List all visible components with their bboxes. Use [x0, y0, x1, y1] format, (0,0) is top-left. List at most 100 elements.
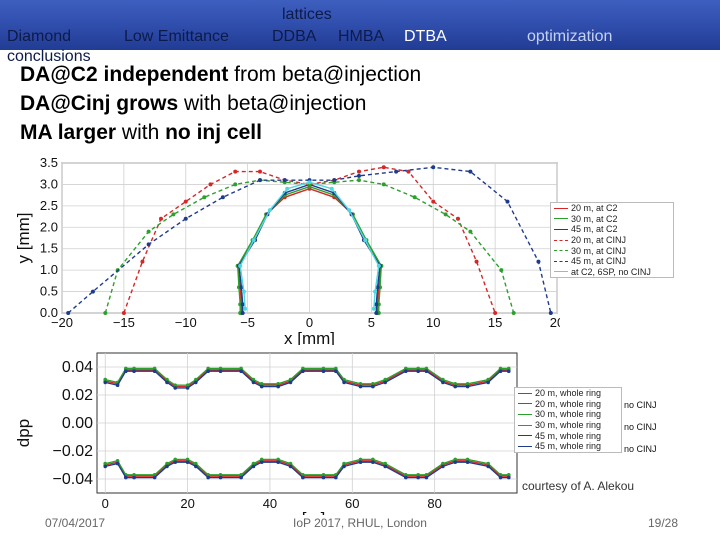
da-series-4-point-0 [103, 311, 108, 315]
da-ytick-6: 3.0 [40, 176, 58, 191]
da-legend-swatch-3 [554, 239, 568, 241]
da-legend-label-1: 30 m, at C2 [571, 213, 618, 224]
dpp-series-5-point-25 [424, 475, 429, 480]
da-series-line-5 [67, 166, 552, 314]
da-series-2-point-14 [374, 311, 379, 315]
da-chart-legend: 20 m, at C2 30 m, at C2 45 m, at C2 20 m, a… [550, 202, 674, 279]
da-series-5-point-12 [468, 169, 473, 174]
da-legend-item-0: 20 m, at C2 [551, 203, 673, 214]
footer-credit: courtesy of A. Alekou [522, 479, 635, 493]
dpp-series-5-point-1 [115, 461, 120, 466]
nav-item-ddba[interactable]: DDBA [272, 28, 317, 45]
da-legend-item-2: 45 m, at C2 [551, 224, 673, 235]
dpp-series-5-point-5 [165, 464, 169, 469]
dpp-series-4-point-8 [194, 380, 198, 385]
footer-venue: IoP 2017, RHUL, London [293, 516, 427, 530]
dpp-series-3-point-7 [185, 457, 190, 462]
da-series-4-point-12 [412, 195, 417, 200]
legend2-note-1: no CINJ [624, 400, 657, 410]
dpp-series-5-point-21 [371, 460, 375, 464]
dpp-xtick-4: 80 [427, 496, 441, 511]
dpp-series-3-point-24 [416, 473, 420, 477]
da-series-6-point-9 [363, 238, 368, 243]
da-series-3-point-4 [208, 182, 213, 187]
dpp-series-4-point-3 [132, 369, 136, 373]
dpp-legend-label-3: 30 m, whole ring [535, 420, 602, 431]
legend2-note-3: no CINJ [624, 444, 657, 454]
da-legend-swatch-0 [554, 207, 568, 209]
dpp-series-5-point-7 [185, 460, 190, 464]
dpp-series-3-point-3 [132, 473, 136, 477]
dpp-series-5-point-19 [342, 464, 346, 469]
da-xtick-1: −15 [113, 315, 135, 330]
dpp-ytick-0: 0.04 [62, 359, 93, 376]
dpp-series-5-point-24 [416, 475, 420, 480]
dpp-series-3-point-22 [383, 461, 388, 466]
dpp-legend-swatch-1 [518, 403, 532, 405]
dpp-ytick-2: 0.00 [62, 415, 93, 432]
dpp-series-3-point-23 [404, 473, 408, 477]
dpp-series-2-point-25 [424, 366, 429, 371]
dpp-series-3-point-5 [165, 461, 169, 466]
da-xtick-5: 5 [368, 315, 375, 330]
dpp-series-5-point-29 [486, 464, 490, 469]
nav-item-dtba[interactable]: DTBA [404, 28, 447, 45]
dpp-legend-swatch-5 [518, 445, 532, 447]
nav-item-low-emittance[interactable]: Low Emittance [124, 28, 229, 45]
da-legend-item-1: 30 m, at C2 [551, 214, 673, 225]
da-ytick-4: 2.0 [40, 219, 58, 234]
bullet-list: DA@C2 independent from beta@injection DA… [20, 60, 421, 147]
da-xtick-2: −10 [175, 315, 197, 330]
dpp-series-5-point-30 [498, 475, 503, 480]
da-legend-swatch-2 [554, 228, 568, 230]
dpp-series-2-point-29 [486, 377, 490, 382]
dpp-series-2-point-14 [276, 382, 280, 386]
da-series-6-point-7 [329, 186, 334, 191]
nav-item-optimization[interactable]: optimization [527, 28, 613, 45]
da-series-4-point-11 [381, 182, 386, 187]
dpp-series-3-point-10 [218, 473, 223, 477]
dpp-series-4-point-1 [115, 383, 120, 387]
dpp-series-3-point-4 [152, 473, 157, 477]
dpp-series-4-point-24 [416, 369, 420, 373]
dpp-series-2-point-20 [358, 382, 363, 386]
dpp-series-2-point-24 [416, 366, 420, 371]
dpp-series-5-point-26 [441, 464, 445, 469]
nav-item-conclusions[interactable]: conclusions [7, 48, 91, 65]
nav-item-hmba[interactable]: HMBA [338, 28, 385, 45]
dpp-series-5-point-18 [334, 475, 338, 480]
da-series-6-point-4 [267, 208, 272, 213]
dpp-series-5-point-11 [239, 475, 243, 480]
dpp-chart: 0 20 40 60 80 0.04 0.02 0.00 −0.02 −0.04 s [m] dpp [15, 352, 518, 515]
dpp-xtick-1: 20 [180, 496, 194, 511]
da-ylabel: y [mm] [15, 213, 33, 264]
da-series-6-point-11 [373, 289, 378, 294]
bullet-1: DA@C2 independent from beta@injection [20, 60, 421, 89]
dpp-series-5-point-23 [404, 475, 408, 480]
dpp-series-4-point-19 [342, 380, 346, 385]
da-chart: −20 −15 −10 −5 0 5 10 15 20 0.0 0.5 1.0 1.5 2.0 2.5 3.0… [15, 155, 560, 345]
dpp-series-3-point-15 [288, 461, 293, 466]
da-series-line-3 [123, 166, 496, 314]
da-series-3-point-3 [183, 199, 188, 204]
dpp-series-3-point-16 [301, 473, 305, 477]
dpp-series-3-point-25 [424, 473, 429, 477]
dpp-series-2-point-9 [206, 366, 210, 371]
bullet-2-rest: with beta@injection [178, 92, 367, 115]
dpp-series-4-point-31 [506, 369, 511, 373]
dpp-series-5-point-20 [358, 460, 363, 464]
da-series-5-point-4 [220, 195, 225, 200]
dpp-legend-swatch-2 [518, 413, 532, 415]
da-legend-item-5: 45 m, at CINJ [551, 256, 673, 267]
da-series-2-point-2 [239, 285, 244, 290]
nav-item-diamond[interactable]: Diamond [7, 28, 72, 45]
nav-item-lattices[interactable]: lattices [282, 6, 332, 23]
dpp-series-5-point-4 [152, 475, 157, 480]
dpp-series-2-point-0 [103, 377, 108, 382]
dpp-series-2-point-8 [194, 377, 198, 382]
dpp-series-2-point-28 [465, 382, 470, 386]
da-series-5-point-3 [183, 216, 188, 221]
da-legend-label-2: 45 m, at C2 [571, 224, 618, 235]
dpp-series-4-point-26 [441, 380, 445, 385]
bullet-1-bold: DA@C2 independent [20, 63, 229, 86]
